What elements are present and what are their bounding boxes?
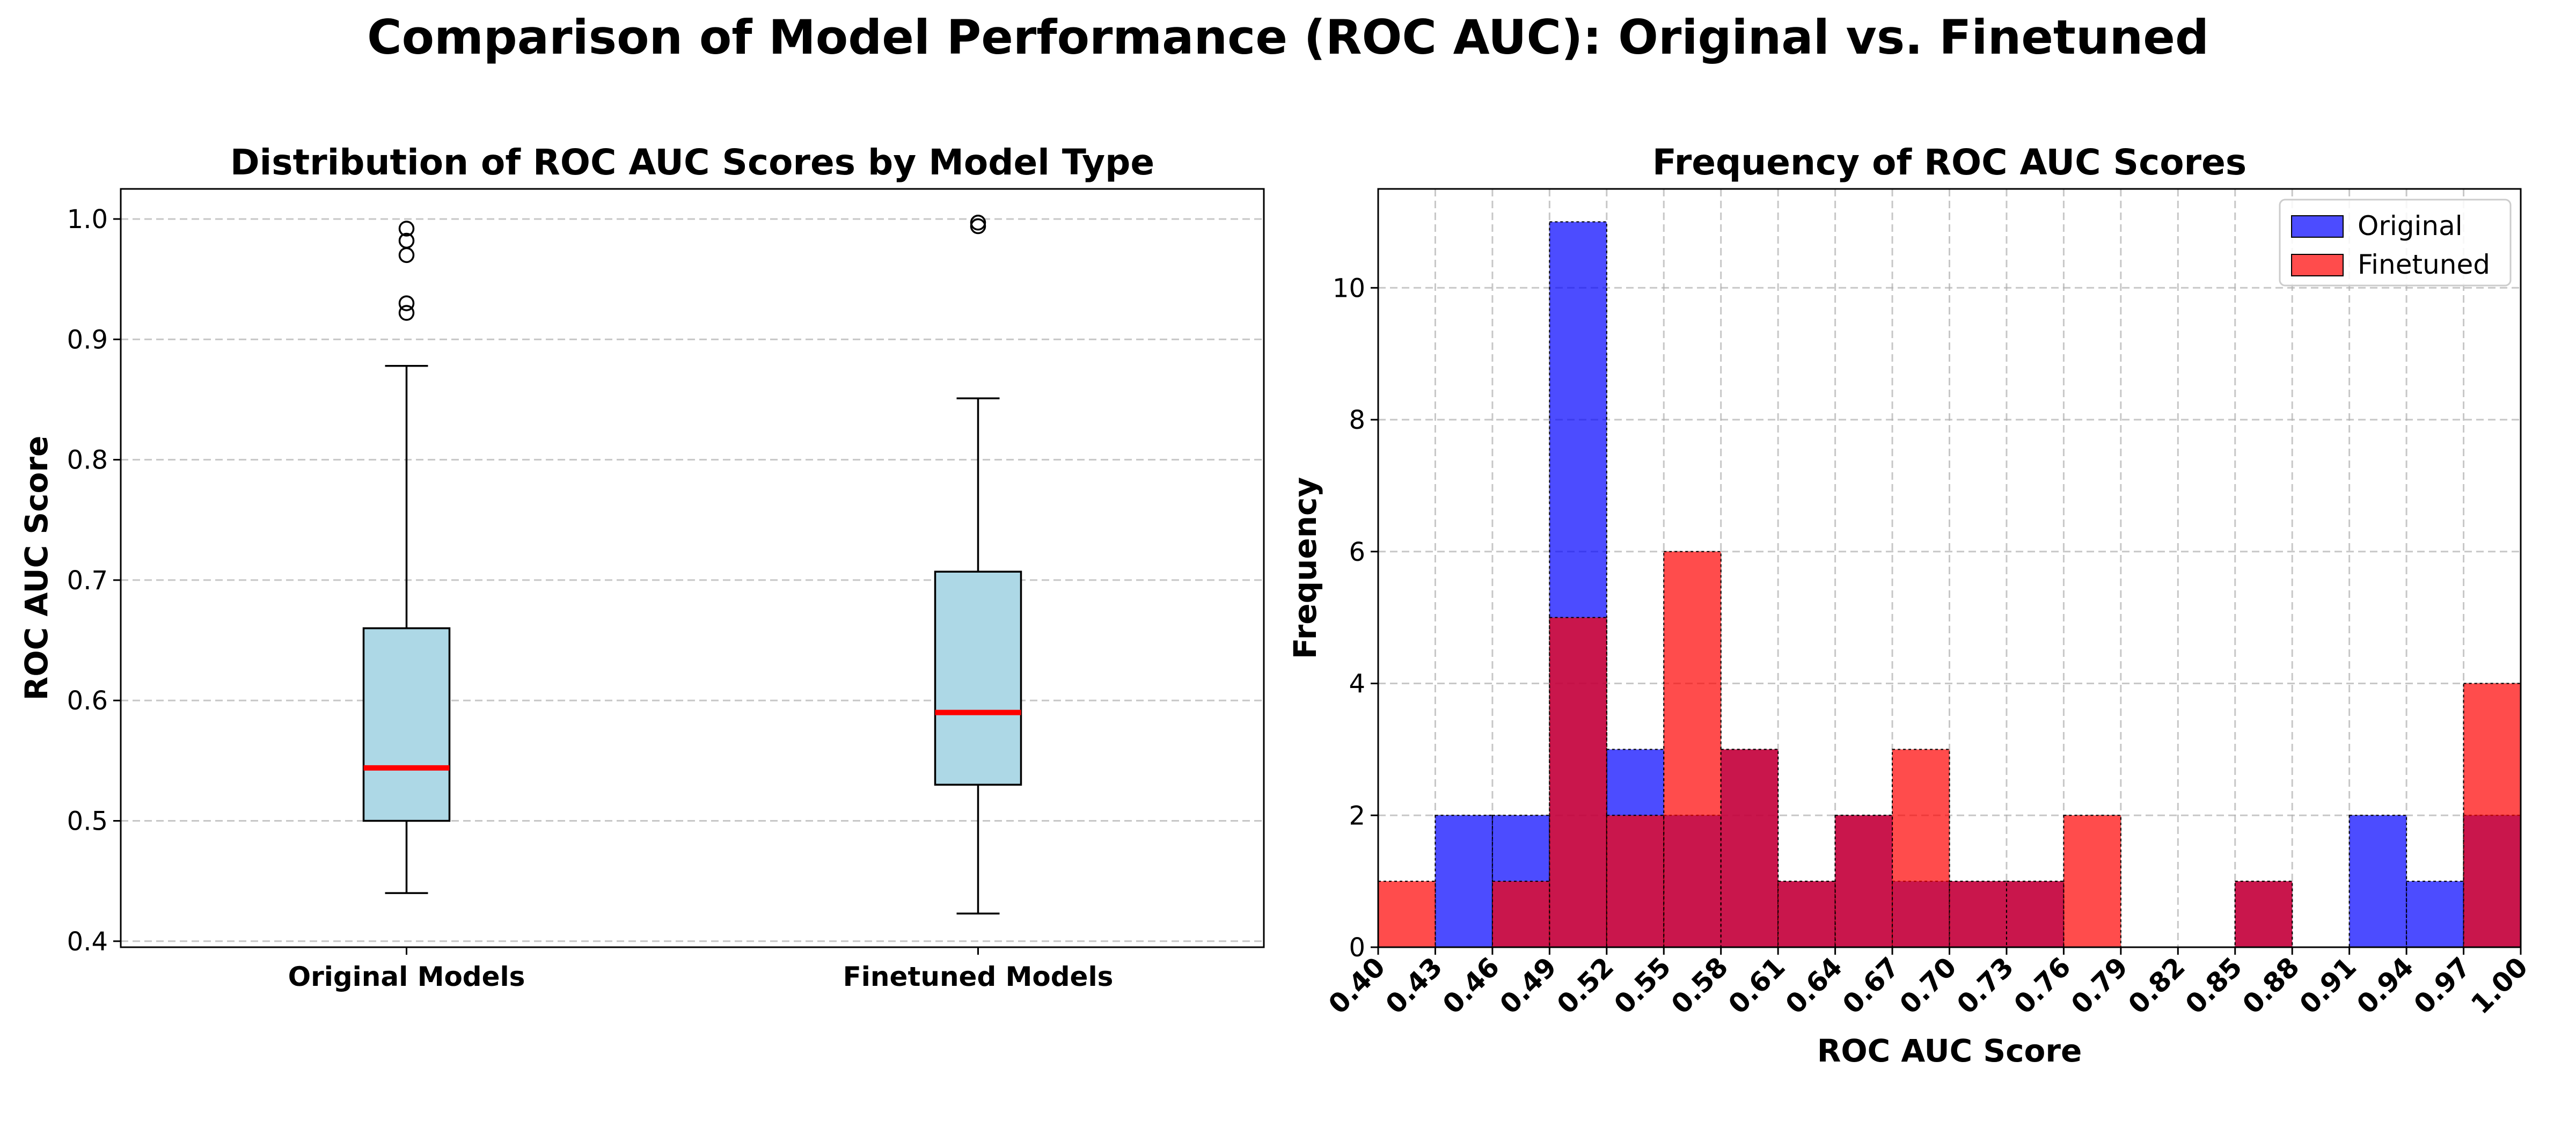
boxplot-ytick-label: 0.7: [67, 566, 108, 596]
iqr-box: [934, 570, 1022, 786]
finetuned-bar: [1491, 881, 1550, 948]
legend-label-original: Original: [2358, 210, 2463, 241]
histogram-xlabel: ROC AUC Score: [1817, 1033, 2082, 1069]
figure-title: Comparison of Model Performance (ROC AUC…: [367, 10, 2209, 65]
boxplot-ytick-label: 1.0: [67, 204, 108, 235]
boxplot-category-label: Original Models: [288, 961, 525, 992]
original-bar: [1435, 815, 1493, 948]
finetuned-bar: [1663, 551, 1722, 948]
histogram-ytick-label: 10: [1333, 273, 1365, 303]
histogram-xtick-label: 0.49: [1494, 951, 1563, 1020]
original-bar: [2348, 815, 2407, 948]
finetuned-bar: [2463, 683, 2521, 948]
finetuned-bar: [1892, 749, 1950, 948]
histogram-xtick-label: 0.85: [2179, 951, 2248, 1020]
histogram-xtick-label: 0.73: [1951, 951, 2019, 1020]
histogram-xtick-label: 0.43: [1380, 951, 1448, 1020]
histogram-xtick-label: 0.67: [1836, 951, 1905, 1020]
finetuned-bar: [1777, 881, 1836, 948]
histogram-title: Frequency of ROC AUC Scores: [1652, 142, 2246, 183]
histogram-ylabel: Frequency: [1287, 477, 1323, 659]
outlier-point: [398, 305, 415, 321]
histogram-xtick-label: 0.70: [1894, 951, 1963, 1020]
histogram-xtick-label: 0.61: [1722, 951, 1791, 1020]
finetuned-bar: [2063, 815, 2121, 948]
finetuned-bar: [1720, 749, 1779, 948]
original-bar: [2406, 881, 2464, 948]
histogram-xtick-label: 0.91: [2294, 951, 2362, 1020]
outlier-point: [970, 215, 986, 231]
histogram-ytick-label: 2: [1349, 801, 1365, 831]
histogram-xtick-label: 0.52: [1551, 951, 1620, 1020]
outlier-point: [398, 221, 415, 237]
histogram-xtick-label: 0.46: [1437, 951, 1505, 1020]
boxplot-ytick-label: 0.9: [67, 325, 108, 355]
boxplot-category-label: Finetuned Models: [843, 961, 1114, 992]
histogram-ytick-label: 6: [1349, 537, 1365, 567]
histogram-xtick-label: 0.55: [1608, 951, 1677, 1020]
histogram-xtick-label: 0.76: [2008, 951, 2077, 1020]
histogram-ytick-label: 4: [1349, 669, 1365, 699]
legend-swatch-original: [2291, 215, 2344, 238]
finetuned-bar: [1606, 815, 1665, 948]
histogram-xtick-label: 0.94: [2351, 951, 2419, 1020]
finetuned-bar: [2006, 881, 2065, 948]
boxplot-frame: [120, 188, 1265, 948]
iqr-box: [362, 627, 451, 822]
boxplot-title: Distribution of ROC AUC Scores by Model …: [230, 142, 1154, 183]
histogram-xtick-label: 0.64: [1780, 951, 1848, 1020]
histogram-ytick-label: 0: [1349, 933, 1365, 963]
histogram-xtick-label: 0.58: [1665, 951, 1734, 1020]
boxplot-ytick-label: 0.8: [67, 445, 108, 475]
boxplot-ytick-label: 0.5: [67, 807, 108, 837]
legend-swatch-finetuned: [2291, 254, 2344, 276]
outlier-point: [398, 232, 415, 249]
outlier-point: [398, 295, 415, 311]
histogram-xtick-label: 1.00: [2465, 951, 2534, 1020]
boxplot-ylabel: ROC AUC Score: [18, 436, 55, 701]
histogram-frame: [1377, 188, 2522, 948]
finetuned-bar: [1834, 815, 1893, 948]
finetuned-bar: [1378, 881, 1436, 948]
histogram-xtick-label: 0.97: [2408, 951, 2477, 1020]
boxplot-ytick-label: 0.4: [67, 927, 108, 957]
histogram-xtick-label: 0.82: [2123, 951, 2191, 1020]
finetuned-bar: [1949, 881, 2007, 948]
histogram-ytick-label: 8: [1349, 405, 1365, 435]
legend-label-finetuned: Finetuned: [2358, 249, 2490, 280]
finetuned-bar: [2234, 881, 2293, 948]
boxplot-ytick-label: 0.6: [67, 686, 108, 716]
outlier-point: [398, 247, 415, 264]
finetuned-bar: [1549, 617, 1607, 948]
histogram-xtick-label: 0.79: [2065, 951, 2134, 1020]
histogram-xtick-label: 0.88: [2236, 951, 2305, 1020]
